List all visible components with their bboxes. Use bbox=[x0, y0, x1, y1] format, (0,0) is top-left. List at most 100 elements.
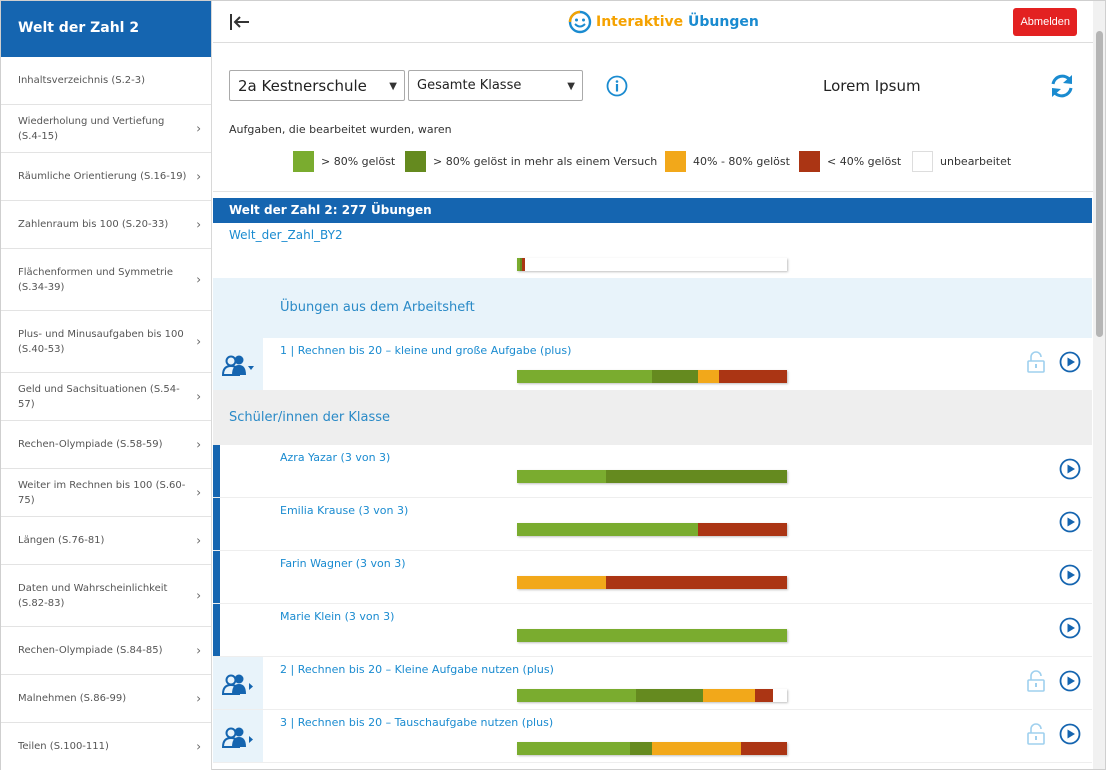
task-title[interactable]: 1 | Rechnen bis 20 – kleine und große Au… bbox=[280, 344, 572, 357]
legend-label: 40% - 80% gelöst bbox=[693, 155, 790, 168]
task-row[interactable]: 3 | Rechnen bis 20 – Tauschaufgabe nutze… bbox=[213, 710, 1092, 763]
progress-bar bbox=[517, 370, 787, 383]
sidebar: Welt der Zahl 2 Inhaltsverzeichnis (S.2-… bbox=[1, 1, 212, 770]
refresh-icon[interactable] bbox=[1048, 72, 1076, 100]
play-icon[interactable] bbox=[1059, 670, 1081, 692]
sidebar-item[interactable]: Teilen (S.100-111) › bbox=[1, 723, 211, 770]
student-row[interactable]: Marie Klein (3 von 3) bbox=[213, 604, 1092, 657]
play-icon[interactable] bbox=[1059, 564, 1081, 586]
sidebar-item[interactable]: Flächenformen und Symmetrie (S.34-39) › bbox=[1, 249, 211, 311]
student-name[interactable]: Farin Wagner (3 von 3) bbox=[280, 557, 406, 570]
sidebar-item[interactable]: Weiter im Rechnen bis 100 (S.60-75) › bbox=[1, 469, 211, 517]
play-icon[interactable] bbox=[1059, 723, 1081, 745]
chevron-right-icon: › bbox=[196, 437, 201, 451]
sidebar-item[interactable]: Räumliche Orientierung (S.16-19) › bbox=[1, 153, 211, 201]
students-collapsed-icon[interactable] bbox=[222, 674, 254, 696]
sidebar-item[interactable]: Daten und Wahrscheinlichkeit (S.82-83) › bbox=[1, 565, 211, 627]
chevron-right-icon: › bbox=[196, 217, 201, 231]
sidebar-item[interactable]: Geld und Sachsituationen (S.54-57) › bbox=[1, 373, 211, 421]
exercise-overview: Welt der Zahl 2: 277 Übungen Welt_der_Za… bbox=[213, 198, 1092, 770]
legend-item-low: < 40% gelöst bbox=[799, 151, 901, 172]
play-icon[interactable] bbox=[1059, 511, 1081, 533]
segment-low bbox=[719, 370, 787, 383]
student-row[interactable]: Emilia Krause (3 von 3) bbox=[213, 498, 1092, 551]
scrollbar-thumb[interactable] bbox=[1096, 31, 1103, 337]
sidebar-item-label: Malnehmen (S.86-99) bbox=[18, 693, 127, 704]
sidebar-item[interactable]: Längen (S.76-81) › bbox=[1, 517, 211, 565]
unlock-icon[interactable] bbox=[1025, 723, 1047, 745]
task-title[interactable]: 3 | Rechnen bis 20 – Tauschaufgabe nutze… bbox=[280, 716, 554, 729]
student-row[interactable]: Farin Wagner (3 von 3) bbox=[213, 551, 1092, 604]
segment-solved bbox=[517, 370, 652, 383]
legend-label: > 80% gelöst in mehr als einem Versuch bbox=[433, 155, 658, 168]
sidebar-item-label: Plus- und Minusaufgaben bis 100 (S.40-53… bbox=[18, 328, 184, 355]
student-name[interactable]: Marie Klein (3 von 3) bbox=[280, 610, 395, 623]
legend-swatch bbox=[293, 151, 314, 172]
progress-bar bbox=[517, 523, 787, 536]
info-icon[interactable] bbox=[606, 75, 628, 97]
sidebar-item[interactable]: Malnehmen (S.86-99) › bbox=[1, 675, 211, 723]
play-icon[interactable] bbox=[1059, 617, 1081, 639]
class-select[interactable]: 2a Kestnerschule ▼ bbox=[229, 70, 405, 101]
chevron-right-icon: › bbox=[196, 533, 201, 547]
legend-swatch bbox=[912, 151, 933, 172]
task-title[interactable]: 2 | Rechnen bis 20 – Kleine Aufgabe nutz… bbox=[280, 663, 554, 676]
segment-solved bbox=[517, 470, 607, 483]
student-marker bbox=[213, 551, 220, 603]
task-row[interactable]: 2 | Rechnen bis 20 – Kleine Aufgabe nutz… bbox=[213, 657, 1092, 710]
chevron-down-icon: ▼ bbox=[567, 81, 575, 92]
students-collapsed-icon[interactable] bbox=[222, 727, 254, 749]
sidebar-item[interactable]: Inhaltsverzeichnis (S.2-3) bbox=[1, 57, 211, 105]
chevron-right-icon: › bbox=[196, 588, 201, 602]
sidebar-item-label: Rechen-Olympiade (S.84-85) bbox=[18, 645, 163, 656]
sidebar-title[interactable]: Welt der Zahl 2 bbox=[1, 1, 211, 57]
scope-select-value: Gesamte Klasse bbox=[417, 78, 522, 93]
students-toggle-cell[interactable] bbox=[213, 710, 263, 762]
play-icon[interactable] bbox=[1059, 458, 1081, 480]
sidebar-item[interactable]: Wiederholung und Vertiefung (S.4-15) › bbox=[1, 105, 211, 153]
progress-bar bbox=[517, 689, 787, 702]
chevron-right-icon: › bbox=[196, 691, 201, 705]
segment-low bbox=[754, 689, 774, 702]
chevron-right-icon: › bbox=[196, 272, 201, 286]
sidebar-item-label: Räumliche Orientierung (S.16-19) bbox=[18, 171, 187, 182]
logout-button[interactable]: Abmelden bbox=[1013, 8, 1077, 36]
students-expanded-icon[interactable] bbox=[222, 355, 254, 377]
legend-caption: Aufgaben, die bearbeitet wurden, waren bbox=[229, 123, 452, 136]
chevron-right-icon: › bbox=[196, 121, 201, 135]
segment-open bbox=[525, 258, 787, 271]
student-marker bbox=[213, 498, 220, 550]
segment-solved-multi bbox=[606, 470, 787, 483]
book-link[interactable]: Welt_der_Zahl_BY2 bbox=[229, 228, 343, 242]
sidebar-item[interactable]: Rechen-Olympiade (S.58-59) › bbox=[1, 421, 211, 469]
sidebar-item[interactable]: Plus- und Minusaufgaben bis 100 (S.40-53… bbox=[1, 311, 211, 373]
unlock-icon[interactable] bbox=[1025, 351, 1047, 373]
play-icon[interactable] bbox=[1059, 351, 1081, 373]
segment-low bbox=[741, 742, 787, 755]
scrollbar[interactable] bbox=[1093, 1, 1105, 769]
unlock-icon[interactable] bbox=[1025, 670, 1047, 692]
segment-solved bbox=[517, 258, 520, 271]
sidebar-item-label: Weiter im Rechnen bis 100 (S.60-75) bbox=[18, 479, 186, 506]
book-title-bar: Welt der Zahl 2: 277 Übungen bbox=[213, 198, 1092, 223]
collapse-left-icon[interactable] bbox=[229, 12, 251, 32]
chevron-right-icon: › bbox=[196, 169, 201, 183]
segment-solved bbox=[517, 742, 631, 755]
students-toggle-cell[interactable] bbox=[213, 338, 263, 390]
students-toggle-cell[interactable] bbox=[213, 657, 263, 709]
sidebar-item[interactable]: Rechen-Olympiade (S.84-85) › bbox=[1, 627, 211, 675]
sidebar-item[interactable]: Zahlenraum bis 100 (S.20-33) › bbox=[1, 201, 211, 249]
smiley-logo-icon bbox=[568, 10, 592, 34]
task-row[interactable]: 1 | Rechnen bis 20 – kleine und große Au… bbox=[213, 338, 1092, 391]
chevron-right-icon: › bbox=[196, 334, 201, 348]
legend-item-open: unbearbeitet bbox=[912, 151, 1011, 172]
student-name[interactable]: Emilia Krause (3 von 3) bbox=[280, 504, 409, 517]
student-row[interactable]: Azra Yazar (3 von 3) bbox=[213, 445, 1092, 498]
student-marker bbox=[213, 445, 220, 497]
segment-solved-multi bbox=[519, 258, 523, 271]
segment-low bbox=[522, 258, 526, 271]
student-name[interactable]: Azra Yazar (3 von 3) bbox=[280, 451, 391, 464]
segment-partial bbox=[651, 742, 742, 755]
scope-select[interactable]: Gesamte Klasse ▼ bbox=[408, 70, 583, 101]
